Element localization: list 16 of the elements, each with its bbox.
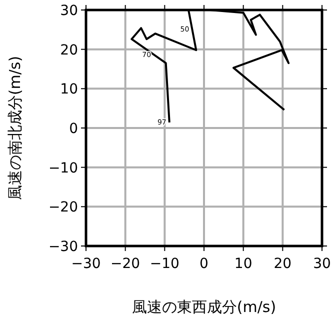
y-tick-label: 20 bbox=[60, 42, 78, 58]
x-tick-label: −20 bbox=[110, 256, 140, 272]
y-tick-label: −30 bbox=[48, 239, 78, 255]
y-tick-label: 30 bbox=[60, 3, 78, 19]
y-tick-label: −10 bbox=[48, 160, 78, 176]
x-axis-title: 風速の東西成分(m/s) bbox=[132, 298, 276, 316]
y-tick-label: −20 bbox=[48, 200, 78, 216]
x-tick-label: 10 bbox=[234, 256, 252, 272]
y-axis-title: 風速の南北成分(m/s) bbox=[6, 56, 24, 200]
y-tick-label: 0 bbox=[69, 121, 78, 137]
x-tick-label: −30 bbox=[71, 256, 101, 272]
x-tick-label: 30 bbox=[313, 256, 331, 272]
x-tick-label: −10 bbox=[150, 256, 180, 272]
x-tick-label: 20 bbox=[274, 256, 292, 272]
y-tick-label: 10 bbox=[60, 82, 78, 98]
x-tick-label: 0 bbox=[200, 256, 208, 272]
